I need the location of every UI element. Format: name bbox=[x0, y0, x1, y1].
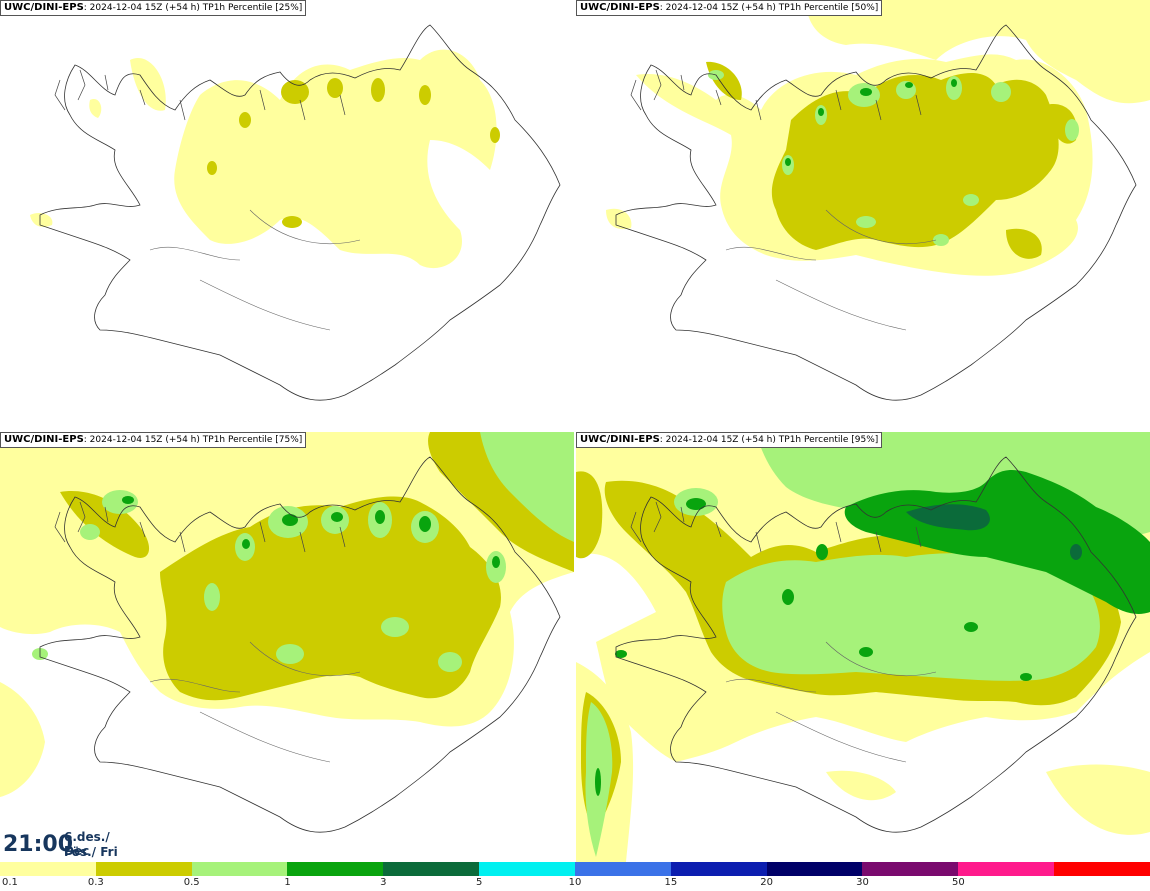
precip-layer-0-5 bbox=[708, 70, 1079, 246]
panel-title: UWC/DINI-EPS: 2024-12-04 15Z (+54 h) TP1… bbox=[576, 0, 883, 16]
precip-layer-1 bbox=[122, 496, 500, 568]
valid-date: 6.des./ Dec bbox=[64, 830, 110, 858]
run-time: 2024-12-04 15Z (+54 h) bbox=[665, 435, 776, 445]
colorbar-tick-label: 3 bbox=[380, 877, 387, 888]
precip-layer-0-1 bbox=[30, 49, 497, 269]
precip-map bbox=[606, 0, 1150, 401]
coastline bbox=[39, 24, 561, 401]
colorbar-segment bbox=[287, 862, 384, 876]
panel-title: UWC/DINI-EPS: 2024-12-04 15Z (+54 h) TP1… bbox=[576, 432, 883, 448]
map-panel-p95: UWC/DINI-EPS: 2024-12-04 15Z (+54 h) TP1… bbox=[576, 432, 1150, 862]
valid-time-box: 21:00 6.des./ Dec Fös./ Fri bbox=[0, 826, 135, 862]
colorbar-tick-label: 5 bbox=[475, 877, 483, 888]
model-name: UWC/DINI-EPS bbox=[4, 2, 84, 13]
precip-layer-3 bbox=[906, 504, 1082, 560]
colorbar-tick-label: 1 bbox=[284, 877, 291, 888]
colorbar-segment bbox=[766, 862, 863, 876]
run-time: 2024-12-04 15Z (+54 h) bbox=[89, 3, 200, 13]
precip-layer-1 bbox=[785, 79, 957, 166]
model-name: UWC/DINI-EPS bbox=[580, 2, 660, 13]
run-time: 2024-12-04 15Z (+54 h) bbox=[665, 3, 776, 13]
model-name: UWC/DINI-EPS bbox=[580, 434, 660, 445]
precip-layer-0-3 bbox=[207, 78, 500, 228]
product-name: TP1h Percentile [25%] bbox=[202, 3, 303, 13]
colorbar-segment bbox=[862, 862, 959, 876]
colorbar-tick-label: 10 bbox=[568, 877, 582, 888]
colorbar-tick-label: 0.1 bbox=[2, 877, 18, 888]
panel-title: UWC/DINI-EPS: 2024-12-04 15Z (+54 h) TP1… bbox=[0, 432, 307, 448]
panel-divider-horizontal bbox=[0, 430, 1150, 432]
colorbar-segment bbox=[95, 862, 192, 876]
colorbar-segment bbox=[670, 862, 767, 876]
colorbar-tick-label: 0.3 bbox=[87, 877, 104, 888]
colorbar-segment bbox=[191, 862, 288, 876]
colorbar-tick-label: 30 bbox=[856, 877, 869, 888]
precip-map bbox=[0, 432, 574, 833]
coastline bbox=[39, 456, 561, 833]
coastline bbox=[615, 24, 1137, 401]
precip-map bbox=[30, 24, 561, 401]
map-panel-p75: UWC/DINI-EPS: 2024-12-04 15Z (+54 h) TP1… bbox=[0, 432, 574, 862]
map-panel-p50: UWC/DINI-EPS: 2024-12-04 15Z (+54 h) TP1… bbox=[576, 0, 1150, 430]
product-name: TP1h Percentile [95%] bbox=[778, 435, 879, 445]
coastline bbox=[615, 456, 1137, 833]
colorbar-segment bbox=[958, 862, 1055, 876]
precip-map bbox=[576, 432, 1150, 862]
model-name: UWC/DINI-EPS bbox=[4, 434, 84, 445]
colorbar-segment bbox=[479, 862, 575, 876]
colorbar-segment bbox=[383, 862, 480, 876]
product-name: TP1h Percentile [75%] bbox=[202, 435, 303, 445]
valid-weekday: Fös./ Fri bbox=[64, 845, 118, 859]
colorbar-tick-label: 15 bbox=[664, 877, 678, 888]
valid-time: 21:00 bbox=[3, 832, 74, 857]
precip-layer-1 bbox=[595, 470, 1150, 796]
map-panel-p25: UWC/DINI-EPS: 2024-12-04 15Z (+54 h) TP1… bbox=[0, 0, 574, 430]
product-name: TP1h Percentile [50%] bbox=[778, 3, 879, 13]
colorbar-segment bbox=[0, 862, 96, 876]
precip-layer-0-5 bbox=[32, 432, 574, 672]
panel-title: UWC/DINI-EPS: 2024-12-04 15Z (+54 h) TP1… bbox=[0, 0, 307, 16]
colorbar bbox=[0, 862, 1150, 876]
colorbar-segment bbox=[574, 862, 671, 876]
colorbar-tick-label: 0.5 bbox=[183, 877, 200, 888]
colorbar-labels: 0.1 0.3 0.5 1 3 5 10 15 20 30 50 bbox=[0, 876, 1150, 891]
colorbar-segment bbox=[1054, 862, 1150, 876]
colorbar-tick-label: 50 bbox=[951, 877, 965, 888]
colorbar-tick-label: 20 bbox=[760, 877, 774, 888]
run-time: 2024-12-04 15Z (+54 h) bbox=[89, 435, 200, 445]
